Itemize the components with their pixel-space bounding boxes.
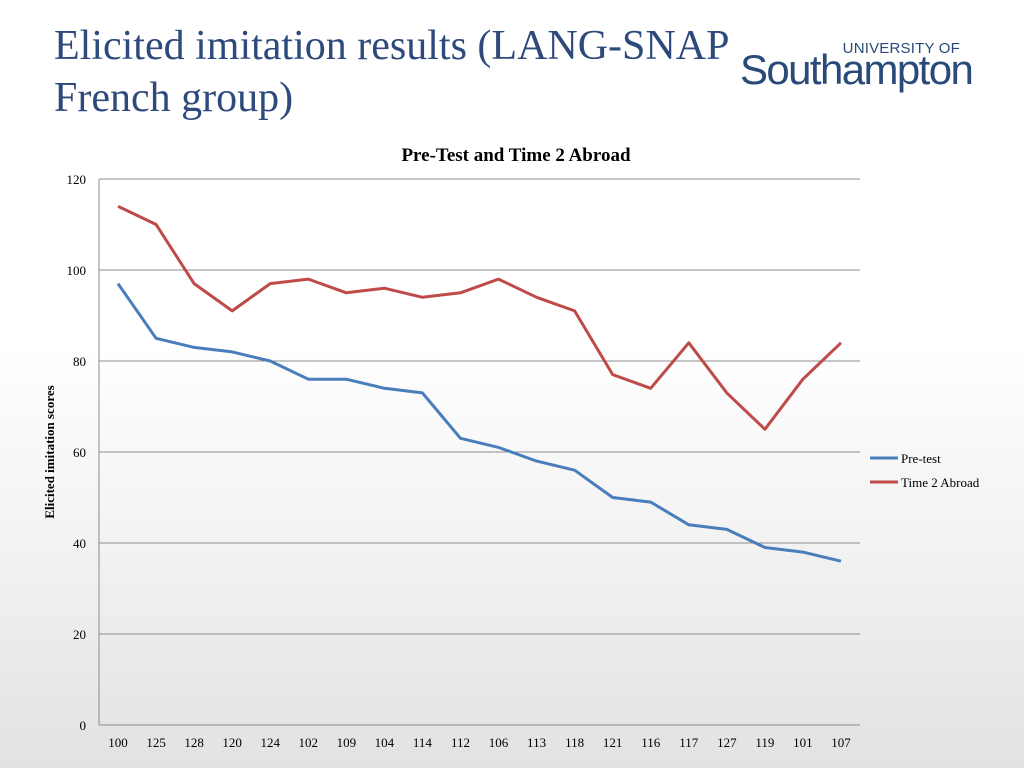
x-tick-label: 102 [299,735,319,750]
chart-title: Pre-Test and Time 2 Abroad [401,145,631,166]
y-tick-label: 60 [73,445,86,460]
y-tick-label: 20 [73,627,86,642]
series-line-time-2-abroad [117,204,843,431]
x-tick-label: 120 [222,735,242,750]
x-tick-label: 116 [641,735,661,750]
x-tick-label: 106 [489,735,509,750]
x-tick-label: 124 [260,735,280,750]
x-tick-label: 125 [146,735,166,750]
y-tick-label: 120 [67,172,87,187]
y-tick-label: 100 [67,263,87,278]
x-tick-label: 121 [603,735,623,750]
legend-label-time-2-abroad: Time 2 Abroad [901,475,980,490]
y-axis-label: Elicited imitation scores [42,385,57,518]
university-logo: UNIVERSITY OF Southampton [740,38,990,100]
legend: Pre-test Time 2 Abroad [870,451,980,490]
x-tick-label: 113 [527,735,546,750]
x-tick-label: 104 [375,735,395,750]
x-tick-label: 100 [108,735,128,750]
x-tick-label: 107 [831,735,851,750]
legend-label-pre-test: Pre-test [901,451,941,466]
logo-top-text: UNIVERSITY OF [842,40,960,57]
x-tick-label: 114 [413,735,433,750]
data-series [116,204,843,563]
slide-title: Elicited imitation results (LANG-SNAP Fr… [54,23,728,121]
x-tick-label: 117 [679,735,699,750]
x-tick-label: 127 [717,735,737,750]
series-line-pre-test [116,282,842,563]
grid-lines [99,178,860,635]
x-tick-label: 109 [337,735,357,750]
x-tick-label: 128 [184,735,204,750]
y-tick-label: 80 [73,354,86,369]
y-tick-label: 0 [80,718,87,733]
x-tick-label: 112 [451,735,470,750]
x-tick-labels: 100 125 128 120 124 102 109 104 114 112 106 113 118 1… [108,735,851,750]
axes [98,179,860,726]
logo-main-text: Southampton [740,46,974,93]
y-tick-labels: 0 20 40 60 80 100 120 [67,172,87,733]
x-tick-label: 118 [565,735,584,750]
y-tick-label: 40 [73,536,86,551]
x-tick-label: 101 [793,735,813,750]
x-tick-label: 119 [755,735,774,750]
